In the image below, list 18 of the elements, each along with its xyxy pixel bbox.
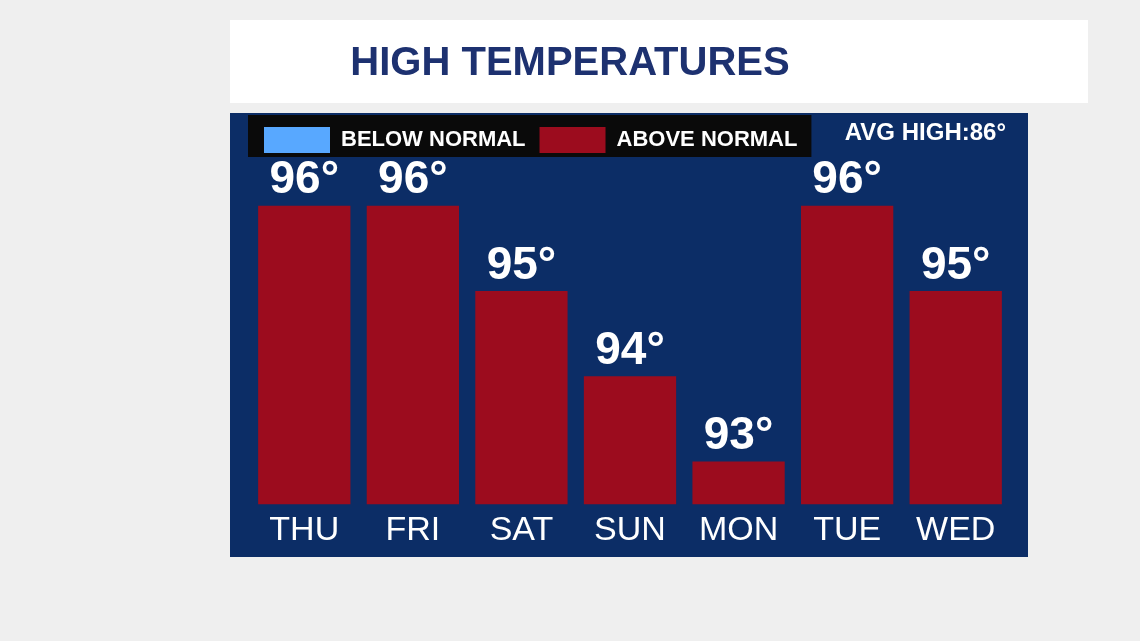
data-label: 93° — [703, 407, 774, 460]
text: AVG HIGH:86° — [844, 117, 1006, 145]
x-tick-label: SUN — [594, 508, 666, 547]
data-label: 96° — [378, 151, 448, 204]
x-tick-label: TUE — [813, 508, 882, 547]
x-tick-label: FRI — [385, 508, 441, 547]
data-label: 96° — [269, 151, 340, 204]
x-tick-label: SAT — [489, 508, 554, 547]
legend-label: BELOW NORMAL — [341, 126, 526, 152]
data-label: 96° — [812, 151, 882, 204]
data-label: 95° — [486, 236, 557, 289]
chart-title: HIGH TEMPERATURES — [349, 38, 791, 85]
x-tick-label: THU — [269, 508, 340, 547]
x-tick-label: WED — [916, 508, 996, 547]
data-label: 95° — [920, 236, 991, 289]
legend-label: ABOVE NORMAL — [616, 126, 798, 152]
x-tick-label: MON — [698, 508, 779, 547]
data-label: 94° — [595, 321, 665, 374]
